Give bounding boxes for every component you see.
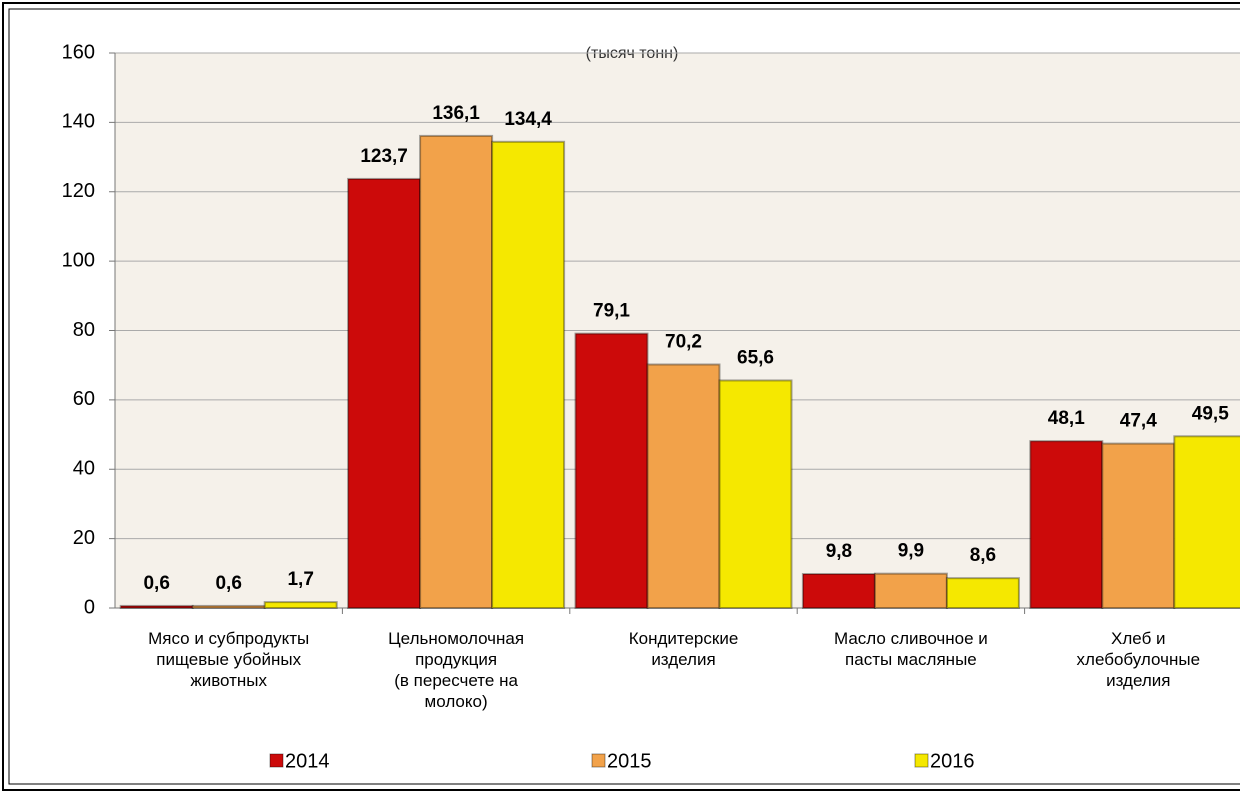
- chart-container: (тысяч тонн) 0 20 40 60 80 100 120 140 160 0,6 0,6…: [0, 0, 1240, 793]
- bar: [576, 334, 648, 608]
- bar: [1174, 436, 1240, 608]
- x-tick-label: Цельномолочная продукция (в пересчете на…: [351, 628, 561, 712]
- bar: [803, 574, 875, 608]
- y-tick-label: 140: [62, 111, 95, 133]
- x-tick-label: Масло сливочное и пасты масляные: [806, 628, 1016, 670]
- value-label: 79,1: [593, 301, 630, 322]
- bar: [648, 364, 720, 608]
- y-tick-label: 60: [73, 388, 95, 410]
- x-tick-label: Мясо и субпродукты пищевые убойных живот…: [124, 628, 334, 691]
- chart-subtitle: (тысяч тонн): [586, 45, 679, 62]
- bar: [947, 578, 1019, 608]
- value-label: 123,7: [360, 146, 408, 167]
- value-label: 70,2: [665, 332, 702, 353]
- value-label: 1,7: [287, 569, 313, 590]
- y-tick-label: 80: [73, 319, 95, 341]
- y-tick-label: 120: [62, 180, 95, 202]
- y-tick-label: 160: [62, 41, 95, 63]
- legend-label: 2015: [607, 750, 652, 772]
- x-tick-label: Хлеб и хлебобулочные изделия: [1033, 628, 1240, 691]
- y-tick-label: 100: [62, 249, 95, 271]
- value-label: 9,8: [826, 541, 852, 562]
- value-label: 47,4: [1120, 411, 1157, 432]
- bar: [193, 606, 265, 608]
- legend-swatch: [592, 754, 605, 767]
- bar: [265, 602, 337, 608]
- value-label: 134,4: [504, 109, 552, 130]
- legend-swatch: [915, 754, 928, 767]
- value-label: 65,6: [737, 347, 774, 368]
- y-tick-label: 20: [73, 527, 95, 549]
- bar: [348, 179, 420, 608]
- x-tick-label: Кондитерские изделия: [579, 628, 789, 670]
- value-label: 0,6: [215, 573, 241, 594]
- legend-swatch: [270, 754, 283, 767]
- value-label: 49,5: [1192, 403, 1229, 424]
- value-label: 9,9: [898, 541, 924, 562]
- value-label: 136,1: [432, 103, 480, 124]
- y-tick-label: 0: [84, 596, 95, 618]
- legend-label: 2016: [930, 750, 975, 772]
- y-tick-label: 40: [73, 458, 95, 480]
- value-label: 8,6: [970, 545, 996, 566]
- legend-label: 2014: [285, 750, 330, 772]
- bar: [492, 142, 564, 608]
- value-label: 0,6: [143, 573, 169, 594]
- bar: [121, 606, 193, 608]
- value-label: 48,1: [1048, 408, 1085, 429]
- bar: [1030, 441, 1102, 608]
- bar: [875, 574, 947, 608]
- bar: [420, 136, 492, 608]
- bar: [1102, 444, 1174, 608]
- bar: [720, 380, 792, 608]
